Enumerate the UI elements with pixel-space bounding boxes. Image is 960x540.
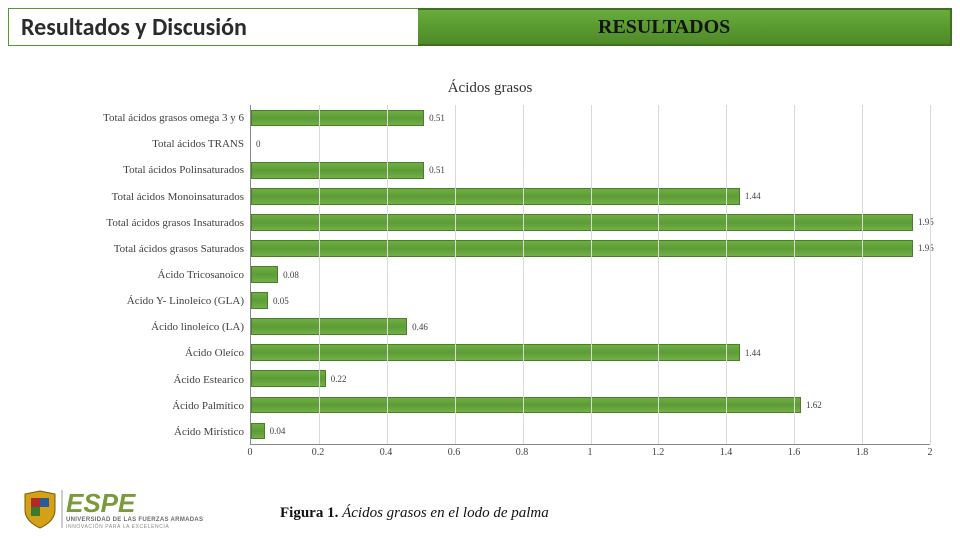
chart-category-label: Total ácidos grasos Saturados bbox=[50, 236, 250, 262]
chart-category-label: Ácido linoleíco (LA) bbox=[50, 314, 250, 340]
chart-bar-value: 0 bbox=[253, 139, 261, 149]
logo-text-main: ESPE bbox=[66, 488, 136, 518]
chart-gridline bbox=[658, 105, 659, 444]
chart-category-label: Ácido Oleíco bbox=[50, 340, 250, 366]
chart-x-axis: 0 0.2 0.4 0.6 0.8 1 1.2 1.4 1.6 1.8 2 bbox=[250, 445, 930, 461]
chart-gridline bbox=[862, 105, 863, 444]
chart-bar bbox=[251, 318, 407, 335]
chart-category-label: Ácido Y- Linoleíco (GLA) bbox=[50, 288, 250, 314]
chart-gridline bbox=[319, 105, 320, 444]
chart-x-tick: 1.6 bbox=[788, 447, 801, 458]
chart-bar-value: 0.22 bbox=[328, 374, 347, 384]
chart-gridline bbox=[930, 105, 931, 444]
chart-gridline bbox=[726, 105, 727, 444]
header-right-title: RESULTADOS bbox=[418, 8, 952, 46]
chart-area: Total ácidos grasos omega 3 y 6Total áci… bbox=[50, 105, 930, 445]
chart-bar-value: 0.04 bbox=[267, 426, 286, 436]
chart-bar bbox=[251, 214, 913, 231]
chart-x-tick: 0.6 bbox=[448, 447, 461, 458]
chart-bar bbox=[251, 397, 801, 414]
chart-category-label: Total ácidos grasos omega 3 y 6 bbox=[50, 105, 250, 131]
chart-bar bbox=[251, 344, 740, 361]
chart-bar-value: 0.08 bbox=[280, 270, 299, 280]
chart-bar-value: 0.46 bbox=[409, 322, 428, 332]
chart-category-label: Ácido Tricosanoico bbox=[50, 262, 250, 288]
chart-bar bbox=[251, 266, 278, 283]
chart-x-tick: 0.2 bbox=[312, 447, 325, 458]
chart-bar-value: 1.44 bbox=[742, 191, 761, 201]
header-bar: Resultados y Discusión RESULTADOS bbox=[8, 8, 952, 46]
fatty-acids-chart: Ácidos grasos Total ácidos grasos omega … bbox=[50, 80, 930, 480]
chart-gridline bbox=[591, 105, 592, 444]
chart-category-label: Total ácidos TRANS bbox=[50, 131, 250, 157]
figure-caption: Figura 1. Ácidos grasos en el lodo de pa… bbox=[280, 505, 549, 522]
espe-logo: ESPE UNIVERSIDAD DE LAS FUERZAS ARMADAS … bbox=[20, 488, 270, 530]
chart-gridline bbox=[387, 105, 388, 444]
chart-bar bbox=[251, 162, 424, 179]
chart-category-label: Total ácidos Polinsaturados bbox=[50, 157, 250, 183]
chart-bar-value: 0.51 bbox=[426, 113, 445, 123]
chart-bar bbox=[251, 292, 268, 309]
caption-text: Ácidos grasos en el lodo de palma bbox=[338, 505, 548, 521]
chart-category-label: Ácido Palmítico bbox=[50, 393, 250, 419]
chart-x-tick: 0.8 bbox=[516, 447, 529, 458]
logo-crest-icon bbox=[25, 491, 55, 528]
chart-gridline bbox=[523, 105, 524, 444]
chart-bar-value: 0.51 bbox=[426, 165, 445, 175]
chart-category-label: Ácido Estearico bbox=[50, 367, 250, 393]
chart-gridline bbox=[794, 105, 795, 444]
chart-title: Ácidos grasos bbox=[50, 80, 930, 97]
chart-x-tick: 1.4 bbox=[720, 447, 733, 458]
chart-category-label: Total ácidos grasos Insaturados bbox=[50, 210, 250, 236]
chart-x-tick: 1.8 bbox=[856, 447, 869, 458]
chart-x-tick: 0.4 bbox=[380, 447, 393, 458]
chart-bar bbox=[251, 188, 740, 205]
chart-bar bbox=[251, 370, 326, 387]
logo-text-sub: UNIVERSIDAD DE LAS FUERZAS ARMADAS bbox=[66, 517, 203, 523]
caption-label: Figura 1. bbox=[280, 505, 338, 521]
chart-bar bbox=[251, 423, 265, 440]
chart-x-tick: 1.2 bbox=[652, 447, 665, 458]
chart-y-labels: Total ácidos grasos omega 3 y 6Total áci… bbox=[50, 105, 250, 445]
logo-text-small: INNOVACIÓN PARA LA EXCELENCIA bbox=[66, 523, 169, 530]
chart-bar-value: 1.62 bbox=[803, 400, 822, 410]
chart-x-tick: 2 bbox=[928, 447, 933, 458]
chart-plot: 0.5100.511.441.951.950.080.050.461.440.2… bbox=[250, 105, 930, 445]
chart-bar bbox=[251, 110, 424, 127]
chart-bar bbox=[251, 240, 913, 257]
chart-bar-value: 0.05 bbox=[270, 296, 289, 306]
chart-bar-value: 1.44 bbox=[742, 348, 761, 358]
chart-x-tick: 0 bbox=[248, 447, 253, 458]
header-left-title: Resultados y Discusión bbox=[8, 8, 418, 46]
chart-category-label: Ácido Mirístico bbox=[50, 419, 250, 445]
chart-x-tick: 1 bbox=[588, 447, 593, 458]
chart-gridline bbox=[455, 105, 456, 444]
chart-category-label: Total ácidos Monoinsaturados bbox=[50, 183, 250, 209]
